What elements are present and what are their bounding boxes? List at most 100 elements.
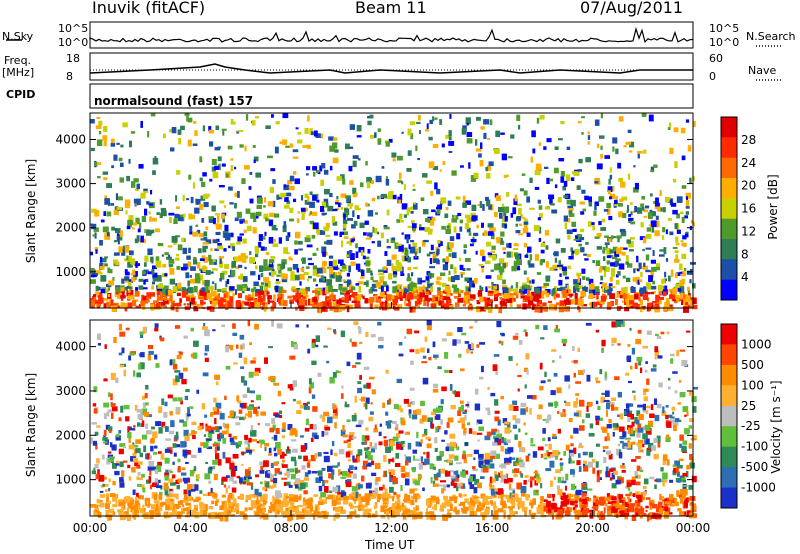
rti-cell xyxy=(332,486,339,492)
rti-cell xyxy=(476,116,481,121)
rti-cell xyxy=(467,298,470,304)
rti-cell xyxy=(329,307,334,311)
rti-cell xyxy=(648,114,654,122)
rti-cell xyxy=(610,286,616,289)
rti-cell xyxy=(420,400,425,407)
rti-cell xyxy=(319,230,326,235)
rti-cell xyxy=(533,489,539,496)
rti-cell xyxy=(286,192,292,197)
rti-cell xyxy=(313,300,319,307)
rti-cell xyxy=(251,120,256,126)
rti-cell xyxy=(300,258,303,262)
rti-cell xyxy=(118,448,124,455)
rti-cell xyxy=(270,305,275,312)
rti-cell xyxy=(234,203,237,209)
rti-cell xyxy=(632,390,636,393)
rti-cell xyxy=(546,177,550,184)
rti-cell xyxy=(355,263,361,270)
rti-cell xyxy=(101,258,107,263)
rti-cell xyxy=(442,161,446,165)
rti-cell xyxy=(199,274,203,281)
rti-cell xyxy=(274,511,277,518)
rti-cell xyxy=(513,292,518,296)
rti-cell xyxy=(190,297,195,305)
rti-cell xyxy=(627,442,632,449)
rti-cell xyxy=(330,291,334,295)
rti-cell xyxy=(161,501,167,506)
rti-cell xyxy=(125,271,130,276)
rti-cell xyxy=(108,508,113,514)
rti-cell xyxy=(351,224,356,229)
rti-cell xyxy=(254,323,259,330)
rti-cell xyxy=(575,393,580,396)
rti-cell xyxy=(614,261,619,266)
rti-cell xyxy=(461,423,466,429)
rti-cell xyxy=(322,251,326,257)
rti-cell xyxy=(447,245,451,250)
rti-cell xyxy=(410,133,414,140)
rti-cell xyxy=(378,272,385,276)
rti-cell xyxy=(384,488,388,494)
rti-cell xyxy=(326,298,330,301)
rti-cell xyxy=(362,295,365,300)
rti-cell xyxy=(393,404,399,410)
rti-cell xyxy=(679,511,685,516)
rti-cell xyxy=(661,235,665,240)
rti-cell xyxy=(501,509,507,513)
rti-cell xyxy=(440,296,444,299)
rti-cell xyxy=(585,242,589,245)
rti-cell xyxy=(368,490,373,496)
rti-cell xyxy=(614,298,618,306)
rti-cell xyxy=(107,294,111,298)
rti-cell xyxy=(630,221,636,225)
rti-cell xyxy=(675,243,680,246)
rti-cell xyxy=(631,459,637,462)
rti-cell xyxy=(609,277,613,282)
rti-cell xyxy=(545,261,549,268)
rti-cell xyxy=(468,287,471,292)
rti-cell xyxy=(681,216,685,223)
rti-cell xyxy=(388,192,394,200)
rti-cell xyxy=(374,442,377,450)
rti-cell xyxy=(208,297,215,302)
rti-cell xyxy=(303,477,310,481)
rti-cell xyxy=(234,217,239,222)
rti-cell xyxy=(635,491,640,498)
rti-cell xyxy=(294,240,298,245)
rti-cell xyxy=(324,426,330,431)
rti-cell xyxy=(192,182,195,189)
rti-cell xyxy=(492,514,499,520)
rti-cell xyxy=(312,406,318,412)
rti-cell xyxy=(103,378,108,382)
rti-cell xyxy=(184,435,190,442)
rti-cell xyxy=(389,440,395,447)
colorbar-cell xyxy=(721,117,737,138)
rti-cell xyxy=(657,501,661,509)
rti-cell xyxy=(138,495,144,500)
rti-cell xyxy=(404,293,410,297)
rti-cell xyxy=(366,382,371,389)
rti-cell xyxy=(535,293,542,299)
rti-cell xyxy=(370,334,376,338)
rti-cell xyxy=(509,510,513,516)
rti-cell xyxy=(276,323,283,329)
rti-cell xyxy=(531,512,536,516)
rti-cell xyxy=(150,504,156,510)
rti-cell xyxy=(396,405,402,411)
rti-cell xyxy=(262,504,265,507)
rti-cell xyxy=(512,415,517,421)
rti-cell xyxy=(654,484,657,490)
rti-cell xyxy=(168,469,172,472)
rti-cell xyxy=(662,207,666,213)
rti-cell xyxy=(427,417,434,423)
rti-cell xyxy=(466,268,471,271)
rti-cell xyxy=(406,207,411,213)
rti-cell xyxy=(104,256,108,259)
rti-cell xyxy=(464,292,469,296)
rti-cell xyxy=(304,207,308,212)
rti-cell xyxy=(181,287,186,293)
rti-cell xyxy=(588,451,594,458)
rti-cell xyxy=(461,128,466,135)
rti-cell xyxy=(611,186,615,192)
rti-cell xyxy=(639,236,646,241)
